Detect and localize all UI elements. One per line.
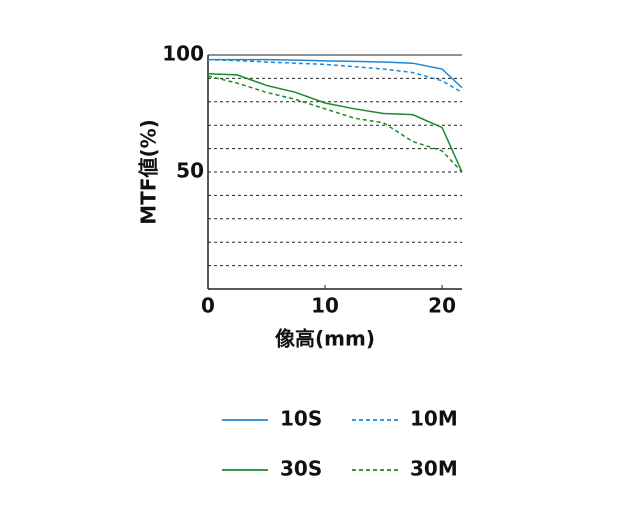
series-line — [207, 75, 463, 173]
x-axis-label: 像高(mm) — [275, 327, 375, 351]
x-tick-label: 0 — [201, 294, 215, 318]
y-axis-label: MTF値(%) — [137, 119, 161, 225]
legend-label: 10M — [410, 407, 458, 431]
y-tick-label: 50 — [176, 159, 204, 183]
x-tick-label: 20 — [428, 294, 456, 318]
legend-label: 30M — [410, 457, 458, 481]
legend-label: 30S — [280, 457, 322, 481]
series-line — [207, 72, 463, 173]
series-line — [208, 58, 463, 89]
y-tick-label: 100 — [162, 42, 204, 66]
series-line — [207, 58, 463, 94]
legend-label: 10S — [280, 407, 322, 431]
x-tick-label: 10 — [311, 294, 339, 318]
